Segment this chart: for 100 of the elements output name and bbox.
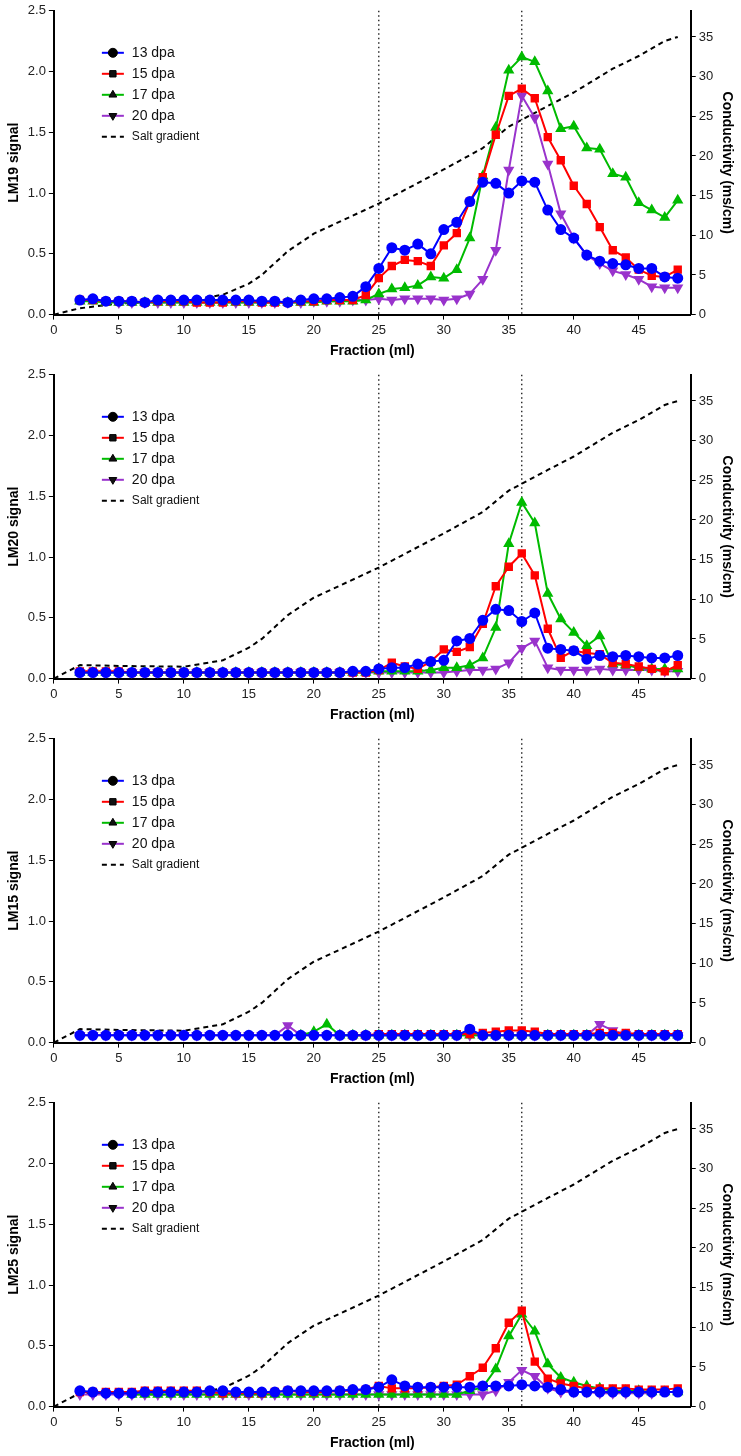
y-tick-label: 1.0 (27, 548, 46, 564)
x-tick-label: 45 (631, 1413, 646, 1429)
y2-tick-label: 25 (698, 835, 714, 851)
y-tick-label: 1.0 (27, 1276, 46, 1292)
x-tick-label: 20 (306, 1413, 322, 1429)
legend-label: Salt gradient (131, 129, 200, 144)
y2-tick-label: 10 (698, 226, 714, 242)
x-tick-label: 25 (371, 685, 387, 701)
y-tick-label: 1.5 (27, 1215, 46, 1231)
y-axis-title: LM25 signal (5, 1214, 22, 1295)
y2-tick-label: 25 (698, 1199, 714, 1215)
y2-tick-label: 5 (698, 994, 706, 1010)
x-tick-label: 45 (631, 321, 646, 337)
y2-tick-label: 5 (698, 1358, 706, 1374)
y2-tick-label: 15 (698, 187, 714, 203)
y-tick-label: 0.5 (27, 973, 46, 989)
y2-tick-label: 5 (698, 630, 706, 646)
x-axis-title: Fraction (ml) (329, 1434, 415, 1451)
x-tick-label: 20 (306, 321, 322, 337)
x-tick-label: 30 (436, 321, 452, 337)
y2-tick-label: 25 (698, 107, 714, 123)
x-tick-label: 35 (501, 321, 517, 337)
y2-tick-label: 25 (698, 471, 714, 487)
x-tick-label: 35 (501, 1049, 517, 1065)
y-tick-label: 1.0 (27, 184, 46, 200)
x-axis-title: Fraction (ml) (329, 1070, 415, 1087)
y-tick-label: 2.0 (27, 427, 46, 443)
y-axis-title: LM20 signal (5, 486, 22, 567)
y2-tick-label: 35 (698, 392, 714, 408)
y2-tick-label: 20 (698, 511, 714, 527)
y2-tick-label: 35 (698, 756, 714, 772)
x-tick-label: 10 (176, 321, 192, 337)
y2-axis-title: Conductivity (ms/cm) (719, 819, 736, 962)
y2-tick-label: 30 (698, 432, 714, 448)
y2-tick-label: 30 (698, 796, 714, 812)
legend-label: Salt gradient (131, 857, 200, 872)
y-tick-label: 1.5 (27, 487, 46, 503)
x-tick-label: 10 (176, 1049, 192, 1065)
x-tick-label: 15 (241, 321, 257, 337)
y2-axis-title: Conductivity (ms/cm) (719, 1183, 736, 1326)
legend-label: 20 dpa (131, 106, 175, 123)
x-tick-label: 25 (371, 321, 387, 337)
x-tick-label: 15 (241, 1049, 257, 1065)
legend-label: 15 dpa (131, 64, 175, 81)
legend-label: 13 dpa (131, 407, 175, 424)
legend-label: 15 dpa (131, 1156, 175, 1173)
x-tick-label: 10 (176, 685, 192, 701)
legend-label: Salt gradient (131, 1221, 200, 1236)
y2-tick-label: 15 (698, 915, 714, 931)
y-tick-label: 2.0 (27, 1155, 46, 1171)
y-tick-label: 0.5 (27, 1337, 46, 1353)
y2-tick-label: 20 (698, 147, 714, 163)
legend-label: 17 dpa (131, 813, 175, 830)
x-tick-label: 35 (501, 685, 517, 701)
y2-tick-label: 35 (698, 28, 714, 44)
x-tick-label: 20 (306, 1049, 322, 1065)
y-tick-label: 0.0 (27, 1034, 46, 1050)
y-tick-label: 0.5 (27, 609, 46, 625)
x-tick-label: 5 (115, 321, 123, 337)
x-tick-label: 45 (631, 685, 646, 701)
x-tick-label: 15 (241, 1413, 257, 1429)
x-tick-label: 30 (436, 685, 452, 701)
y-tick-label: 0.5 (27, 245, 46, 261)
x-tick-label: 25 (371, 1049, 387, 1065)
y-tick-label: 0.0 (27, 306, 46, 322)
legend-label: Salt gradient (131, 493, 200, 508)
x-tick-label: 35 (501, 1413, 517, 1429)
y2-tick-label: 0 (698, 670, 706, 686)
x-tick-label: 10 (176, 1413, 192, 1429)
x-tick-label: 0 (50, 1049, 58, 1065)
y2-axis-title: Conductivity (ms/cm) (719, 455, 736, 598)
y-axis-title: LM15 signal (5, 850, 22, 931)
x-tick-label: 15 (241, 685, 257, 701)
legend-label: 13 dpa (131, 771, 175, 788)
x-axis-title: Fraction (ml) (329, 342, 415, 359)
y2-tick-label: 0 (698, 306, 706, 322)
y-tick-label: 1.5 (27, 851, 46, 867)
x-tick-label: 0 (50, 685, 58, 701)
legend-label: 13 dpa (131, 43, 175, 60)
legend-label: 17 dpa (131, 1177, 175, 1194)
y2-tick-label: 15 (698, 551, 714, 567)
y-tick-label: 2.0 (27, 63, 46, 79)
x-tick-label: 20 (306, 685, 322, 701)
y-tick-label: 1.5 (27, 123, 46, 139)
y2-tick-label: 20 (698, 875, 714, 891)
x-tick-label: 30 (436, 1413, 452, 1429)
legend-label: 20 dpa (131, 470, 175, 487)
y-tick-label: 2.5 (27, 1094, 46, 1110)
x-tick-label: 5 (115, 1049, 123, 1065)
legend-label: 17 dpa (131, 449, 175, 466)
legend-label: 20 dpa (131, 1198, 175, 1215)
x-tick-label: 40 (566, 321, 581, 337)
y2-tick-label: 10 (698, 590, 714, 606)
legend-label: 20 dpa (131, 834, 175, 851)
y2-tick-label: 15 (698, 1279, 714, 1295)
x-tick-label: 40 (566, 1413, 581, 1429)
x-tick-label: 40 (566, 1049, 581, 1065)
y2-tick-label: 20 (698, 1239, 714, 1255)
y2-axis-title: Conductivity (ms/cm) (719, 91, 736, 234)
y-tick-label: 2.5 (27, 730, 46, 746)
